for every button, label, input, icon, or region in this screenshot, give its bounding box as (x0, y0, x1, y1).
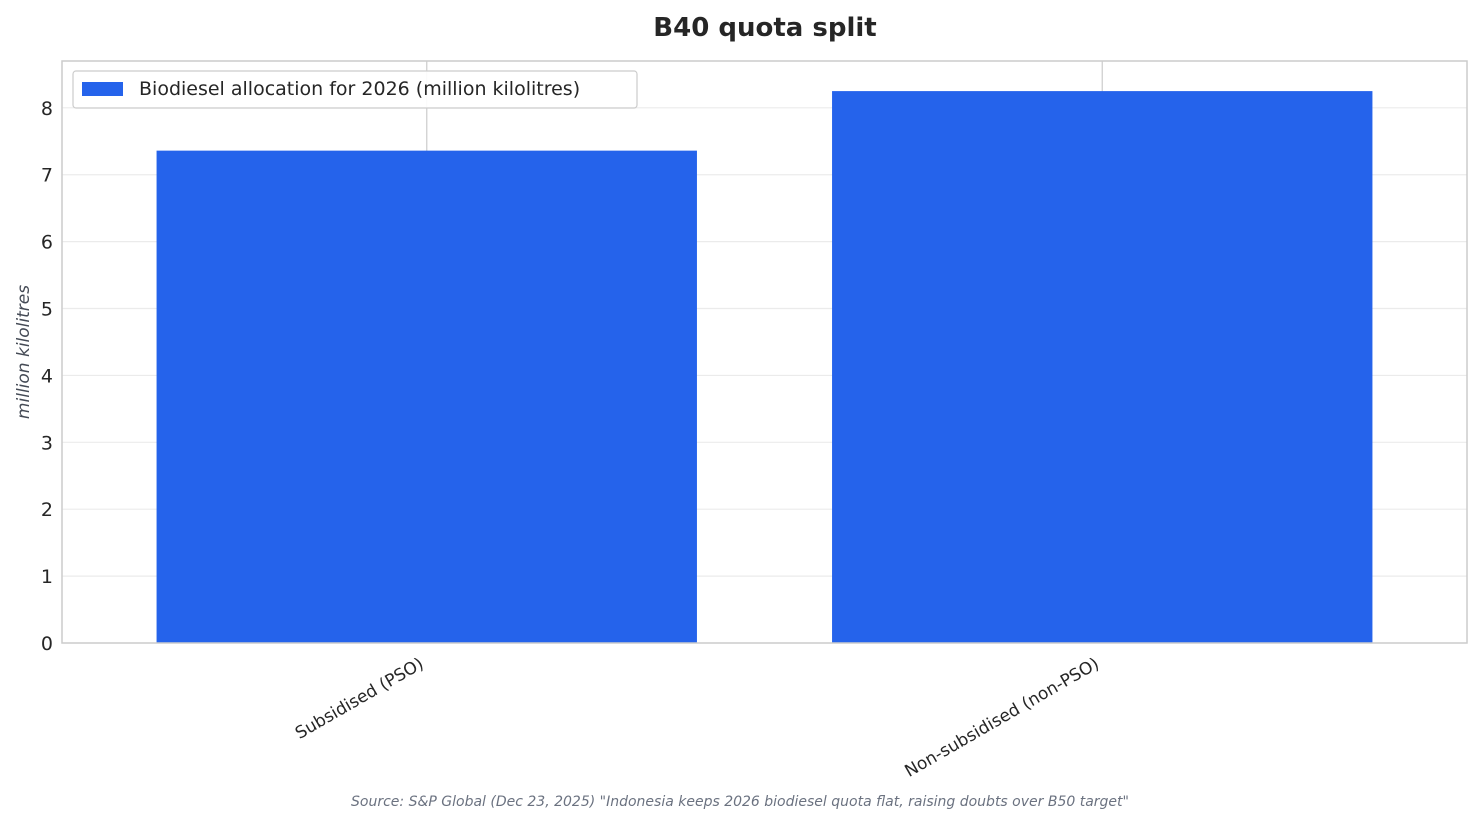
y-tick-label: 8 (41, 98, 53, 120)
x-tick-label: Non-subsidised (non-PSO) (901, 654, 1102, 782)
chart-title: B40 quota split (653, 13, 876, 43)
y-axis-ticks: 0 1 2 3 4 5 6 7 8 (41, 98, 53, 655)
y-tick-label: 5 (41, 299, 53, 321)
legend-entry: Biodiesel allocation for 2026 (million k… (139, 78, 580, 100)
bars (156, 91, 1373, 644)
legend-box (72, 70, 638, 109)
y-tick-label: 6 (41, 232, 53, 254)
bar-2 (832, 91, 1373, 643)
legend: Biodiesel allocation for 2026 (million k… (72, 70, 638, 109)
x-tick-label: Subsidised (PSO) (292, 654, 427, 744)
x-axis-ticks: Subsidised (PSO) Non-subsidised (non-PSO) (292, 654, 1103, 782)
y-tick-label: 0 (41, 633, 53, 655)
y-tick-label: 4 (41, 365, 53, 387)
source-note: Source: S&P Global (Dec 23, 2025) "Indon… (351, 794, 1129, 810)
y-tick-label: 1 (41, 566, 53, 588)
y-tick-label: 7 (41, 165, 53, 187)
y-tick-label: 3 (41, 432, 53, 454)
y-tick-label: 2 (41, 499, 53, 521)
legend-swatch (82, 82, 123, 96)
bar-1 (156, 150, 697, 644)
plot-frame (61, 60, 1468, 644)
y-axis-label: million kilolitres (14, 285, 34, 419)
